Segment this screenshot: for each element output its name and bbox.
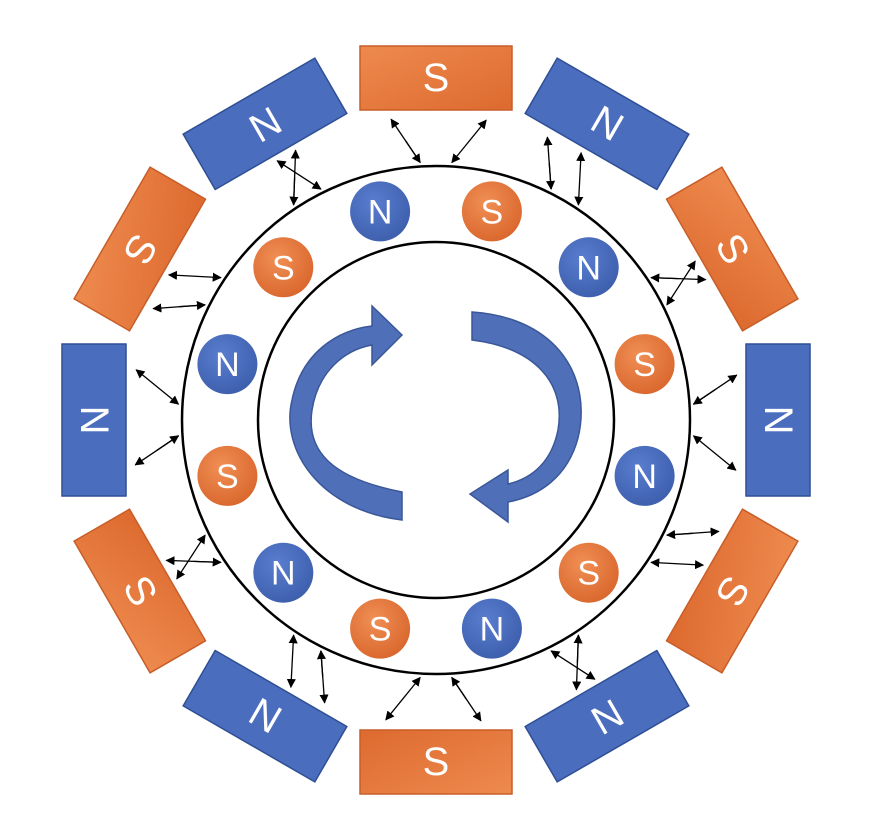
- rotor-pole-label: N: [368, 193, 393, 231]
- stator-magnet-south: S: [359, 729, 513, 795]
- rotor-magnet-north: [197, 334, 258, 395]
- attraction-force-arrow: [135, 369, 180, 405]
- stator-magnet-body: [73, 508, 207, 674]
- stator-magnet-body: [665, 508, 799, 674]
- stator-magnet-body: [524, 57, 690, 191]
- stator-magnet-body: [61, 343, 127, 497]
- repulsion-force-arrow: [573, 634, 583, 663]
- rotor-pole-label: S: [633, 346, 656, 384]
- rotor-magnet-north: [461, 598, 522, 659]
- repulsion-force-arrow: [451, 676, 467, 700]
- rotor-magnet-south: [461, 181, 522, 242]
- rotor-pole-label: N: [480, 611, 505, 649]
- stator-magnet-body: [665, 166, 799, 332]
- repulsion-force-arrow: [545, 163, 556, 191]
- stator-magnet-north: N: [182, 649, 348, 783]
- rotor-pole-label: S: [216, 458, 239, 496]
- attraction-force-arrow: [167, 270, 222, 282]
- rotor-pole-label: N: [271, 555, 296, 593]
- stator-magnet-body: [359, 729, 513, 795]
- rotor-pole-label: S: [577, 555, 600, 593]
- stator-magnet-south: S: [665, 508, 799, 674]
- rotor-magnet-south: [253, 237, 314, 298]
- stator-pole-label: S: [423, 740, 450, 784]
- attraction-force-arrow: [276, 160, 322, 190]
- stator-pole-label: N: [72, 406, 116, 435]
- stator-magnet-north: N: [524, 649, 690, 783]
- stator-magnet-body: [182, 57, 348, 191]
- clockwise-arrow-icon: [289, 304, 404, 521]
- attraction-force-arrow: [692, 435, 737, 471]
- attraction-force-arrow: [451, 119, 487, 164]
- repulsion-force-arrow: [193, 557, 222, 567]
- rotor-magnet-north: [558, 237, 619, 298]
- attraction-force-arrow: [385, 676, 421, 721]
- clockwise-arrow-icon: [468, 311, 582, 524]
- rotor-pole-label: N: [632, 458, 657, 496]
- attraction-force-arrow: [666, 260, 696, 306]
- stator-magnet-north: N: [524, 57, 690, 191]
- rotor-pole-label: S: [272, 249, 295, 287]
- rotor-magnet-south: [558, 542, 619, 603]
- rotor-pole-label: S: [369, 611, 392, 649]
- attraction-force-arrow: [650, 558, 705, 570]
- rotor-magnet-south: [350, 598, 411, 659]
- repulsion-force-arrow: [316, 649, 327, 677]
- repulsion-force-arrow: [179, 300, 207, 311]
- stator-magnet-body: [359, 45, 513, 111]
- rotation-arrows: [289, 304, 582, 524]
- repulsion-force-arrow: [650, 273, 679, 283]
- stator-magnet-body: [524, 649, 690, 783]
- stator-pole-label: N: [756, 406, 800, 435]
- attraction-force-arrow: [286, 634, 298, 689]
- stator-magnet-body: [182, 649, 348, 783]
- rotor-magnets: S N S N S N S N S N S N: [197, 181, 675, 659]
- rotor-pole-label: N: [215, 346, 240, 384]
- rotor-pole-label: S: [481, 193, 504, 231]
- repulsion-force-arrow: [156, 435, 180, 451]
- stator-magnet-north: N: [745, 343, 811, 497]
- stator-magnet-south: S: [665, 166, 799, 332]
- rotor-rings: [180, 164, 692, 676]
- stator-magnet-north: N: [61, 343, 127, 497]
- repulsion-force-arrow: [692, 389, 716, 405]
- repulsion-force-arrow: [665, 529, 693, 540]
- rotor-magnet-south: [614, 334, 675, 395]
- stator-pole-label: S: [423, 56, 450, 100]
- rotor-magnet-north: [350, 181, 411, 242]
- rotor-magnet-north: [614, 445, 675, 506]
- rotor-pole-label: N: [576, 249, 601, 287]
- rotor-magnet-south: [197, 445, 258, 506]
- stator-magnet-south: S: [73, 508, 207, 674]
- repulsion-force-arrow: [405, 140, 421, 164]
- stator-magnet-body: [745, 343, 811, 497]
- outer-rotor-ring: [180, 164, 692, 676]
- stator-magnet-body: [73, 166, 207, 332]
- stator-magnet-north: N: [182, 57, 348, 191]
- repulsion-force-arrow: [289, 177, 299, 206]
- attraction-force-arrow: [176, 534, 206, 580]
- inner-rotor-ring: [256, 240, 616, 600]
- rotor-magnet-north: [253, 542, 314, 603]
- stator-magnet-south: S: [73, 166, 207, 332]
- attraction-force-arrow: [550, 650, 596, 680]
- magnetic-force-lines: [134, 118, 738, 722]
- attraction-force-arrow: [574, 151, 586, 206]
- stator-magnet-south: S: [359, 45, 513, 111]
